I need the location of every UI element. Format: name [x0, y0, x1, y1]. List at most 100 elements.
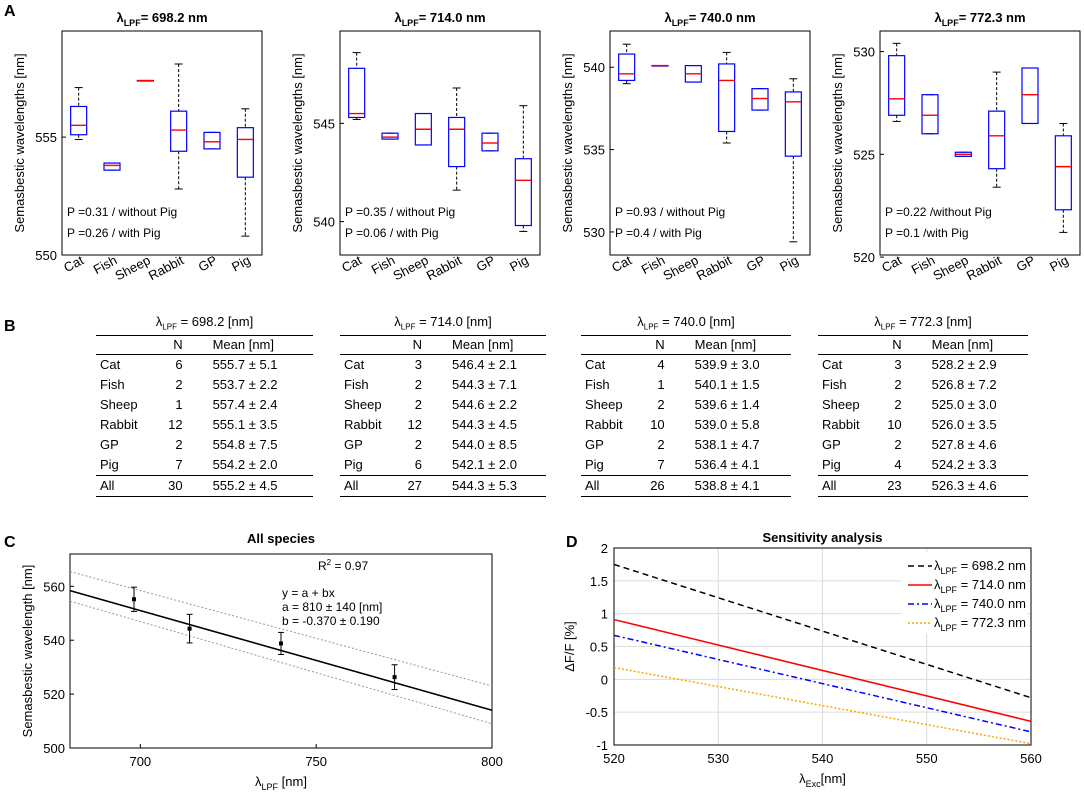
- p-value-note: P =0.1 /with Pig: [885, 226, 969, 240]
- box-rabbit: [988, 71, 1006, 188]
- table-cell: 2: [894, 377, 902, 393]
- box-pig: [236, 108, 254, 237]
- chart-title: Sensitivity analysis: [763, 530, 883, 545]
- table-row: GP 2 544.0 ± 8.5: [340, 435, 546, 455]
- table-row: Sheep 2 539.6 ± 1.4: [581, 395, 791, 415]
- table-header-row: N Mean [nm]: [340, 334, 546, 355]
- table-total-row: All 27 544.3 ± 5.3: [340, 474, 546, 497]
- table-cell: 557.4 ± 2.4: [212, 397, 278, 413]
- category-label: Cat: [61, 252, 86, 275]
- category-label: Cat: [339, 252, 364, 275]
- table-cell: 539.6 ± 1.4: [694, 397, 760, 413]
- iqr-box: [888, 55, 906, 116]
- column-header: N: [639, 334, 669, 355]
- y-tick-label: 535: [583, 143, 605, 158]
- column-header: N: [397, 334, 426, 355]
- box-fish: [381, 132, 399, 140]
- table-cell: 2: [414, 437, 422, 453]
- table-caption: λLPF = 698.2 [nm]: [155, 314, 254, 332]
- x-tick-label: 540: [812, 751, 834, 766]
- category-label: Rabbit: [146, 252, 187, 283]
- box-cat: [618, 43, 636, 85]
- box-gp: [1021, 67, 1039, 125]
- iqr-box: [618, 53, 636, 82]
- table-cell: 27: [397, 474, 426, 497]
- table-cell: 538.1 ± 4.7: [694, 437, 760, 453]
- y-tick-label: -1: [596, 738, 608, 753]
- p-value-note: P =0.26 / with Pig: [67, 226, 161, 240]
- p-value-note: P =0.22 /without Pig: [885, 205, 992, 219]
- y-tick-label: 530: [583, 225, 605, 240]
- y-tick-label: 1.5: [590, 574, 608, 589]
- table-cell: 2: [657, 397, 665, 413]
- y-tick-label: 1: [601, 607, 608, 622]
- table-cell: 527.8 ± 4.6: [931, 437, 997, 453]
- sensitivity-chart: 520 530 540 550 560 -1 -0.5 0 0.5 1 1.5 2 Sensitivit…: [562, 530, 1042, 789]
- column-header: [96, 334, 157, 355]
- y-tick-label: 540: [43, 633, 65, 648]
- table-total-row: All 26 538.8 ± 4.1: [581, 474, 791, 497]
- legend-label: λLPF = 714.0 nm: [934, 577, 1026, 595]
- column-header: [581, 334, 640, 355]
- box-gp: [481, 132, 499, 152]
- table-total-row: All 30 555.2 ± 4.5: [96, 474, 313, 497]
- table-cell: Fish: [100, 377, 125, 393]
- table-cell: Rabbit: [585, 417, 623, 433]
- regression-chart: All species 700 750 800 500 520 540 560 λLPF [nm…: [20, 531, 503, 792]
- x-tick-label: 750: [305, 754, 327, 769]
- table-cell: Pig: [344, 457, 363, 473]
- y-tick-label: 500: [43, 741, 65, 756]
- table-cell: Cat: [822, 357, 843, 373]
- column-header: [340, 334, 398, 355]
- box-cat: [348, 52, 366, 120]
- table-cell: Sheep: [344, 397, 382, 413]
- table-row: Pig 7 554.2 ± 2.0: [96, 455, 313, 476]
- table-row: Sheep 1 557.4 ± 2.4: [96, 395, 313, 415]
- plot-frame: [69, 553, 493, 749]
- ci-lower-line: [69, 600, 493, 725]
- table-cell: All: [818, 474, 877, 497]
- table-cell: 528.2 ± 2.9: [931, 357, 997, 373]
- table-cell: 525.0 ± 3.0: [931, 397, 997, 413]
- category-label: Cat: [609, 252, 634, 275]
- table-cell: 2: [414, 397, 422, 413]
- y-tick-label: -0.5: [586, 705, 608, 720]
- chart-title: All species: [247, 531, 315, 546]
- panel-letter-a: A: [4, 3, 16, 20]
- column-header: N: [156, 334, 187, 355]
- data-point: [278, 631, 284, 656]
- table-row: Pig 4 524.2 ± 3.3: [818, 455, 1028, 476]
- table-cell: 2: [414, 377, 422, 393]
- table-header-row: N Mean [nm]: [818, 334, 1028, 355]
- table-cell: 526.0 ± 3.5: [931, 417, 997, 433]
- table-cell: 526.3 ± 4.6: [905, 474, 1028, 497]
- iqr-box: [988, 110, 1006, 170]
- column-header: N: [876, 334, 906, 355]
- y-tick-label: 2: [601, 541, 608, 556]
- box-pig: [514, 105, 532, 232]
- category-label: Rabbit: [694, 252, 735, 283]
- table-cell: 4: [894, 457, 902, 473]
- summary-table-2: λLPF = 714.0 [nm] N Mean [nm] Cat 3 546.4 ± 2…: [340, 314, 546, 497]
- table-cell: Cat: [585, 357, 606, 373]
- iqr-box: [203, 131, 221, 150]
- x-tick-label: 800: [481, 754, 503, 769]
- table-row: GP 2 538.1 ± 4.7: [581, 435, 791, 455]
- column-header: Mean [nm]: [668, 334, 791, 355]
- chart-title: λLPF= 740.0 nm: [664, 10, 755, 28]
- y-tick-label: 530: [853, 45, 875, 60]
- iqr-box: [1021, 67, 1039, 125]
- table-cell: All: [340, 474, 398, 497]
- plot-frame: [61, 30, 263, 256]
- table-cell: 6: [414, 457, 422, 473]
- table-row: Sheep 2 525.0 ± 3.0: [818, 395, 1028, 415]
- y-tick-label: 0.5: [590, 640, 608, 655]
- data-point: [131, 586, 138, 612]
- table-row: Fish 2 526.8 ± 7.2: [818, 375, 1028, 395]
- table-caption: λLPF = 714.0 [nm]: [394, 314, 492, 332]
- panel-letter-d: D: [566, 534, 578, 551]
- y-axis-label: Semasbestic wavelengths [nm]: [12, 53, 27, 232]
- iqr-box: [236, 127, 254, 178]
- column-header: Mean [nm]: [905, 334, 1028, 355]
